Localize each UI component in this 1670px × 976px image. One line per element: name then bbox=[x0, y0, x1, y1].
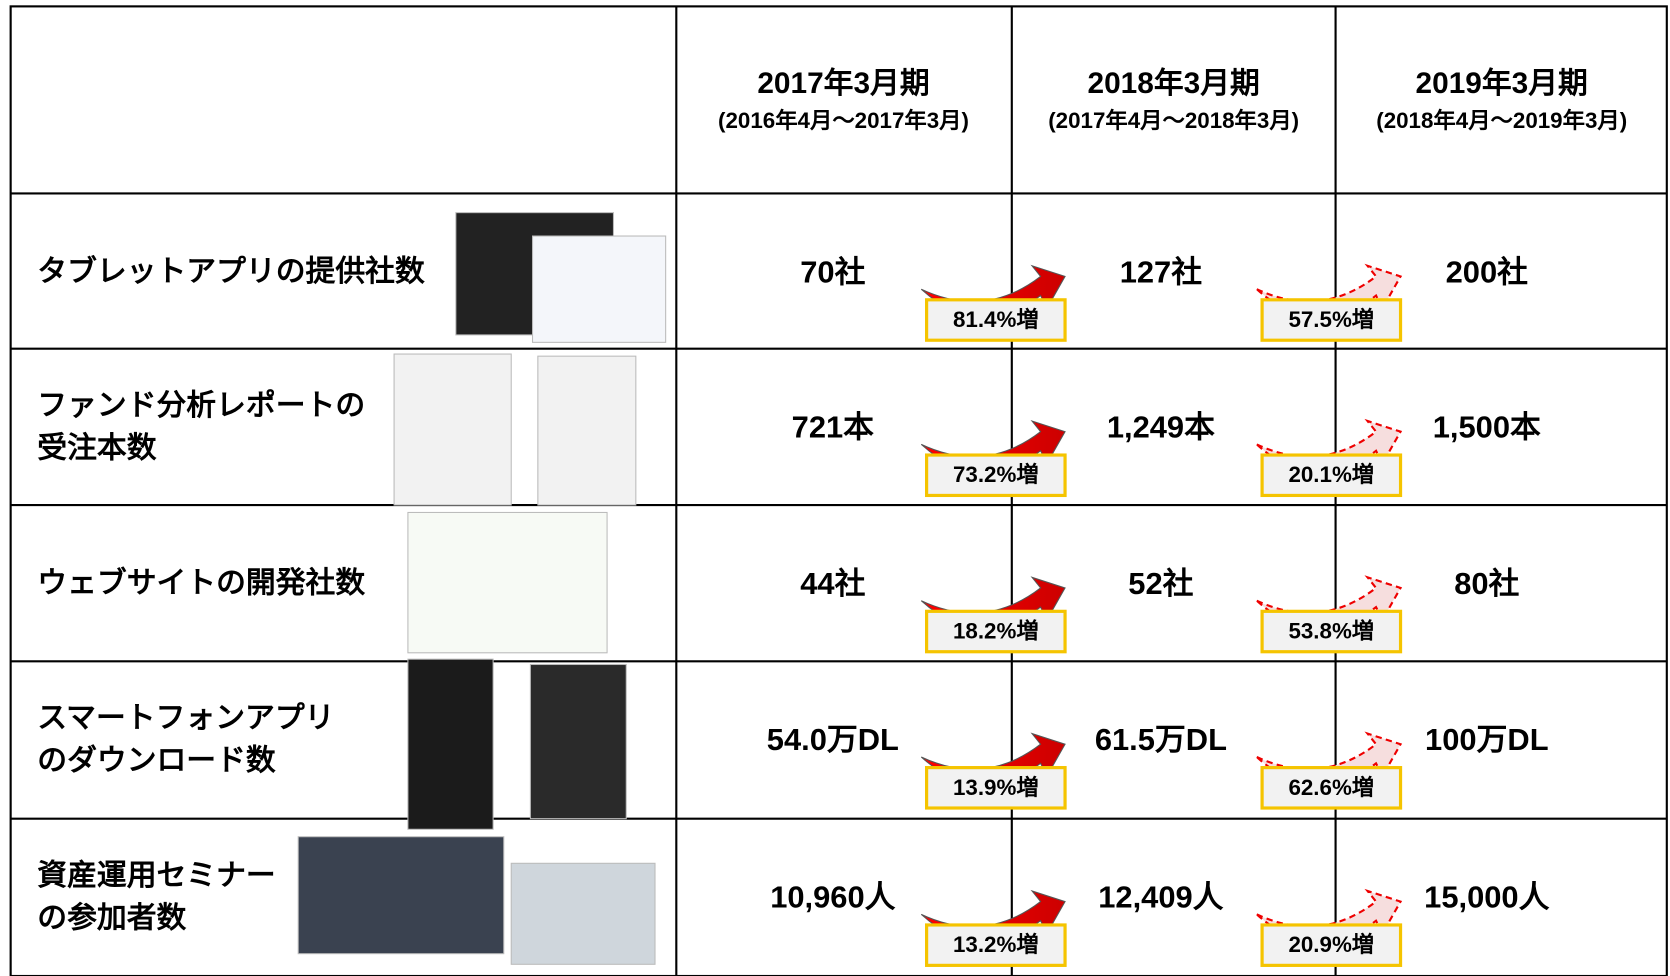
table-grid bbox=[9, 5, 1668, 976]
growth-label: 18.2%増 bbox=[953, 618, 1039, 644]
period-range: (2017年4月～2018年3月) bbox=[1048, 107, 1299, 133]
row-label: 受注本数 bbox=[37, 432, 156, 465]
photo bbox=[529, 663, 627, 820]
table-border bbox=[9, 5, 1668, 976]
cell-value: 61.5万DL bbox=[1095, 722, 1227, 757]
photo bbox=[531, 235, 667, 343]
photo bbox=[407, 511, 608, 654]
growth-box bbox=[1260, 923, 1403, 967]
cell-value: 100万DL bbox=[1425, 722, 1549, 757]
growth-box bbox=[924, 298, 1067, 342]
cell-value: 1,249本 bbox=[1107, 410, 1215, 445]
photo bbox=[510, 862, 656, 965]
cell-value: 52社 bbox=[1128, 566, 1193, 601]
growth-label: 57.5%増 bbox=[1288, 306, 1374, 332]
growth-box bbox=[1260, 298, 1403, 342]
photo bbox=[297, 836, 505, 955]
row-label: の参加者数 bbox=[37, 902, 186, 935]
growth-label: 13.2%増 bbox=[953, 931, 1039, 957]
row-label: のダウンロード数 bbox=[37, 743, 276, 777]
growth-box bbox=[1260, 609, 1403, 654]
row-label: スマートフォンアプリ bbox=[37, 702, 334, 735]
period-title: 2019年3月期 bbox=[1416, 67, 1588, 100]
row-label: ウェブサイトの開発社数 bbox=[37, 566, 365, 600]
cell-value: 80社 bbox=[1454, 566, 1519, 601]
cell-value: 44社 bbox=[800, 566, 865, 601]
growth-label: 81.4%増 bbox=[953, 306, 1039, 332]
growth-box bbox=[924, 923, 1067, 967]
growth-box bbox=[1260, 766, 1403, 810]
period-title: 2017年3月期 bbox=[757, 67, 929, 100]
cell-value: 15,000人 bbox=[1424, 880, 1549, 915]
cell-value: 12,409人 bbox=[1098, 880, 1223, 915]
cell-value: 70社 bbox=[800, 254, 865, 289]
row-label: タブレットアプリの提供社数 bbox=[37, 254, 425, 288]
cell-value: 1,500本 bbox=[1433, 410, 1541, 445]
growth-box bbox=[924, 609, 1067, 654]
growth-label: 20.1%増 bbox=[1288, 461, 1374, 487]
growth-label: 13.9%増 bbox=[953, 774, 1039, 800]
cell-value: 721本 bbox=[792, 410, 875, 445]
growth-label: 53.8%増 bbox=[1288, 618, 1374, 644]
photo bbox=[537, 355, 637, 506]
growth-label: 62.6%増 bbox=[1288, 774, 1374, 800]
photo bbox=[407, 658, 494, 830]
period-range: (2018年4月～2019年3月) bbox=[1376, 107, 1627, 133]
cell-value: 200社 bbox=[1446, 254, 1529, 289]
growth-label: 20.9%増 bbox=[1288, 931, 1374, 957]
growth-box bbox=[924, 766, 1067, 810]
cell-value: 54.0万DL bbox=[767, 722, 899, 757]
cell-value: 10,960人 bbox=[770, 880, 895, 915]
period-title: 2018年3月期 bbox=[1088, 67, 1260, 100]
row-label: ファンド分析レポートの bbox=[37, 389, 365, 422]
cell-value: 127社 bbox=[1120, 254, 1203, 289]
period-range: (2016年4月～2017年3月) bbox=[718, 107, 969, 133]
growth-box bbox=[924, 453, 1067, 498]
photo bbox=[393, 353, 512, 506]
growth-label: 73.2%増 bbox=[953, 461, 1039, 487]
row-label: 資産運用セミナー bbox=[37, 859, 275, 892]
growth-box bbox=[1260, 453, 1403, 498]
